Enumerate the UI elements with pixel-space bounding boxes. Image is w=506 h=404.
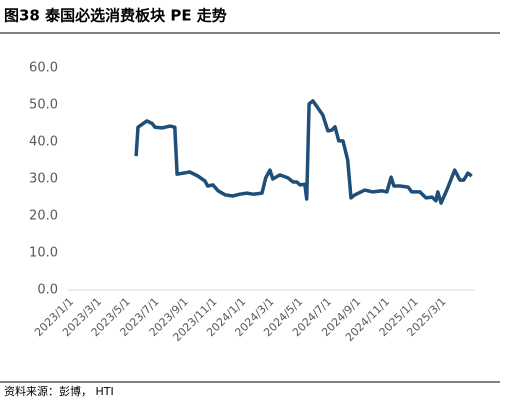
y-tick-label: 30.0: [29, 172, 58, 187]
y-tick-label: 40.0: [29, 135, 58, 150]
y-tick-label: 20.0: [29, 209, 58, 224]
y-tick-label: 10.0: [29, 246, 58, 261]
y-tick-label: 0.0: [37, 283, 58, 298]
source: 资料来源：彭博， HTI: [4, 384, 114, 398]
y-tick-label: 60.0: [29, 61, 58, 76]
data-line: [134, 99, 473, 205]
y-tick-label: 50.0: [29, 98, 58, 113]
chart-title: 图38 泰国必选消费板块 PE 走势: [4, 7, 227, 25]
